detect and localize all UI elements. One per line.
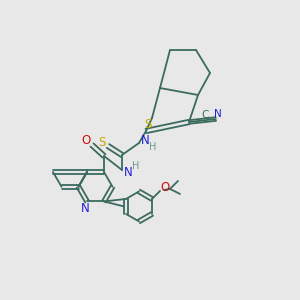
Text: H: H <box>149 142 157 152</box>
Text: C: C <box>201 110 208 120</box>
Text: N: N <box>214 109 222 119</box>
Text: O: O <box>160 182 169 194</box>
Text: N: N <box>124 166 132 178</box>
Text: N: N <box>141 134 149 148</box>
Text: N: N <box>81 202 89 215</box>
Text: S: S <box>144 118 152 131</box>
Text: S: S <box>98 136 106 148</box>
Text: O: O <box>81 134 91 146</box>
Text: H: H <box>132 161 140 171</box>
